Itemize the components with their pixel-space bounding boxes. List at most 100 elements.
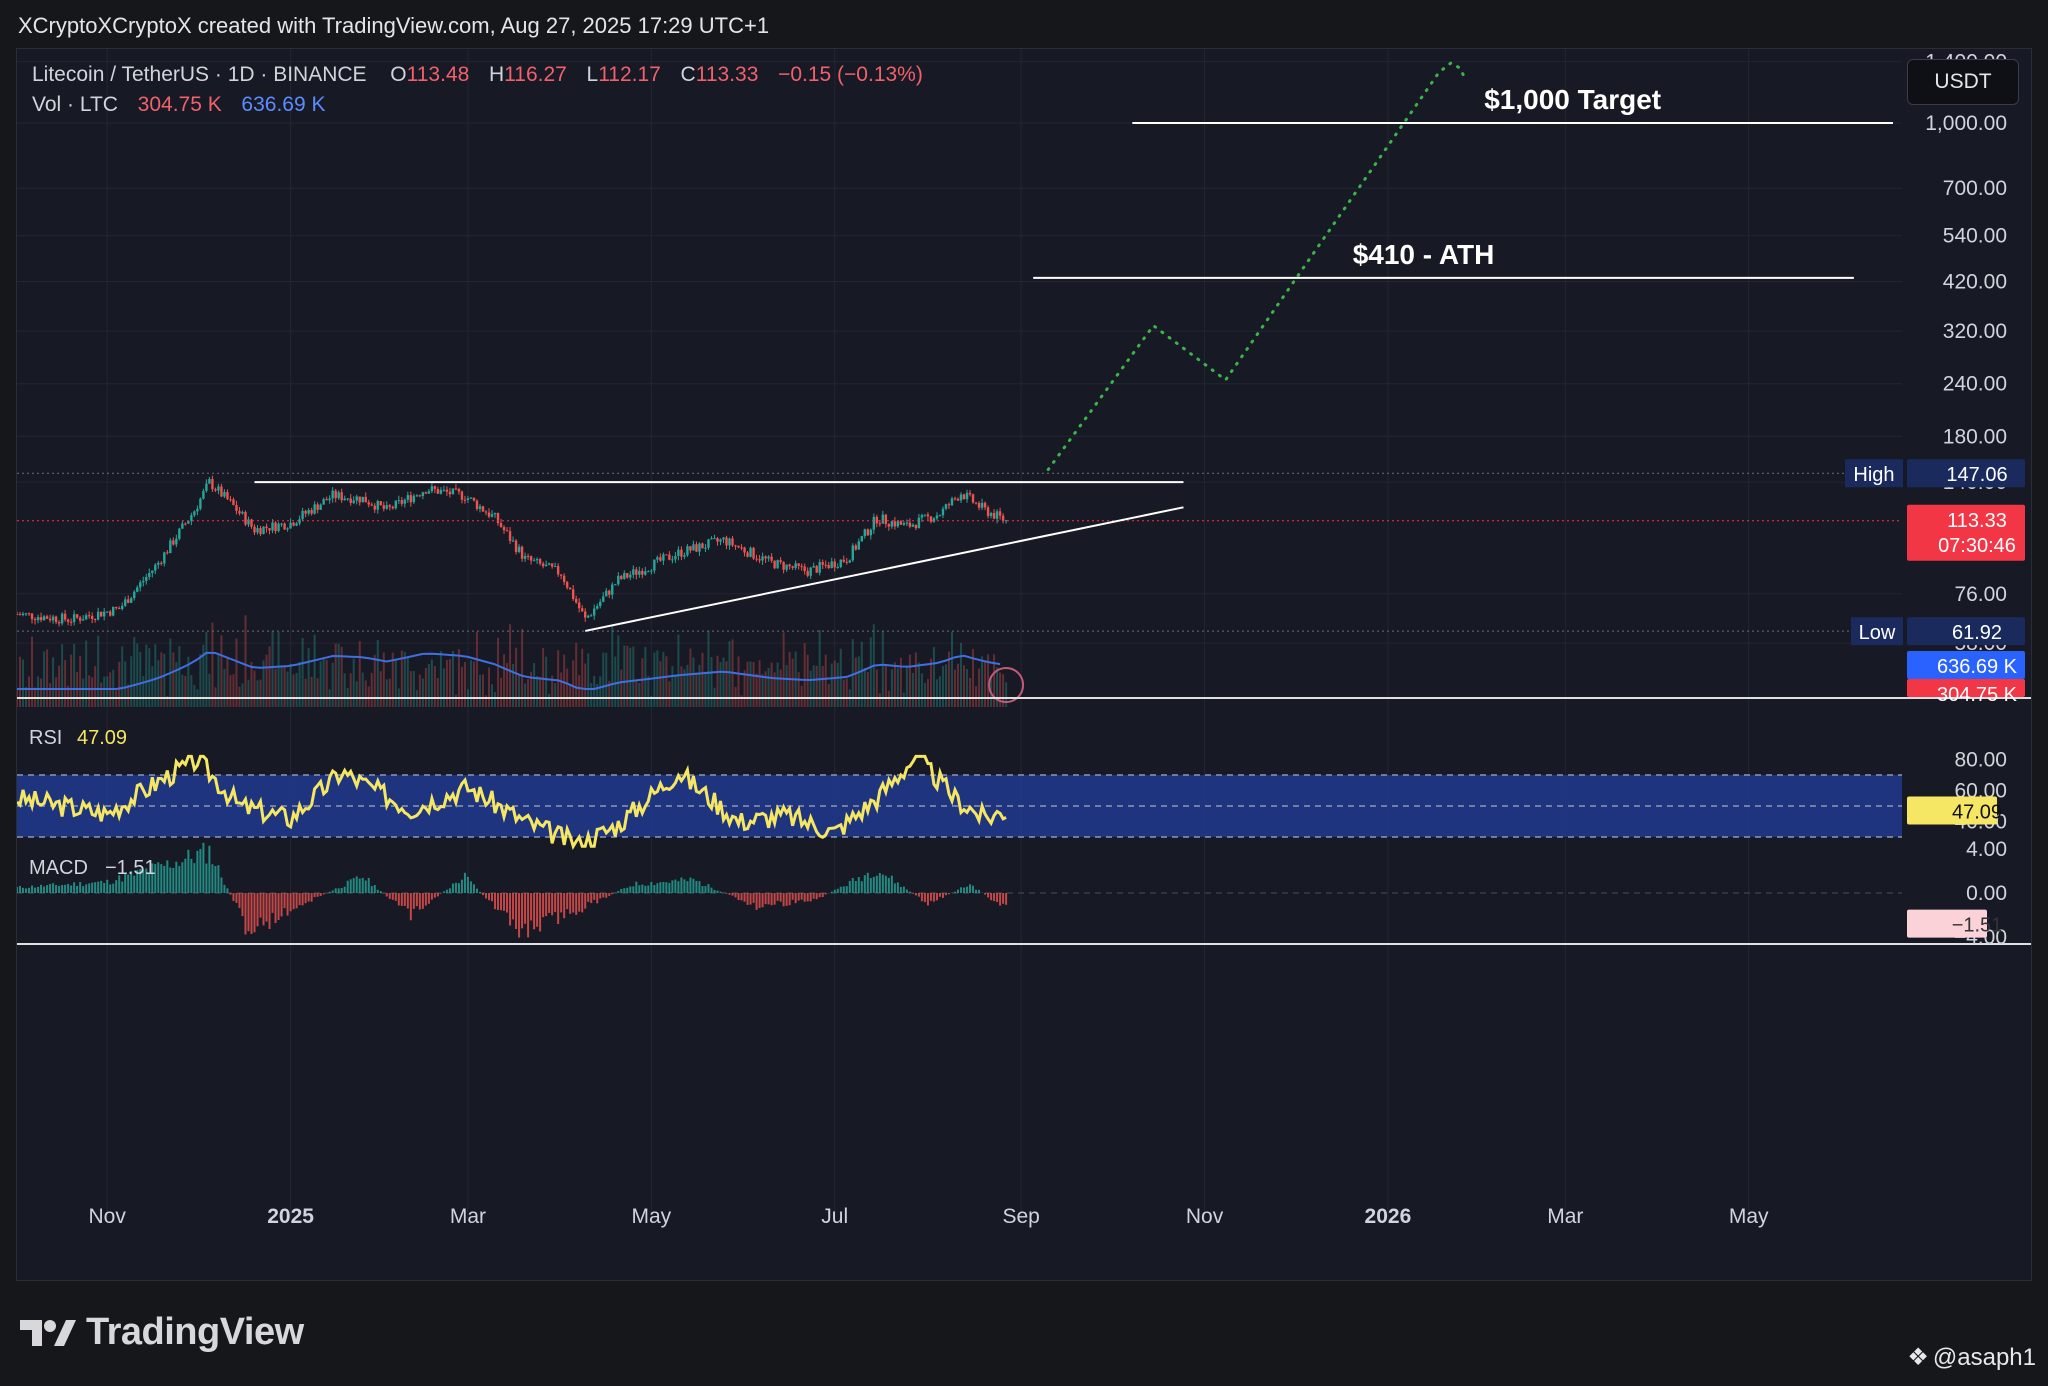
volume-bar [202, 644, 205, 707]
candle-body [142, 580, 145, 583]
chart-svg[interactable]: $1,000 Target $410 - ATH RSI 47.09 MACD −1.51… [17, 49, 2031, 1280]
volume-bar [1005, 682, 1008, 707]
volume-bar [969, 677, 972, 707]
macd-bar [851, 878, 854, 893]
macd-bar [653, 884, 656, 893]
candle-body [896, 521, 900, 527]
macd-bar [572, 893, 575, 913]
volume-bar [409, 671, 412, 707]
candle-body [99, 611, 103, 617]
volume-bar [569, 684, 572, 707]
candle-body [184, 523, 187, 525]
volume-bar [987, 654, 990, 707]
candle-body [824, 564, 827, 566]
volume-bar [497, 637, 500, 707]
candle-body [66, 619, 70, 622]
macd-bar [91, 882, 94, 893]
candle-body [571, 589, 575, 599]
candle-body [965, 492, 969, 500]
candle-body [160, 562, 163, 564]
candle-body [785, 564, 788, 570]
macd-bar [43, 886, 46, 893]
candle-body [193, 511, 196, 516]
macd-bar [40, 884, 43, 893]
macd-bar [448, 888, 451, 893]
volume-bar [190, 675, 193, 707]
candle-body [499, 523, 503, 528]
macd-bar [244, 893, 247, 935]
macd-bar [551, 893, 554, 916]
ohlc-legend: Litecoin / TetherUS · 1D · BINANCE O113.… [32, 63, 923, 87]
macd-bar [331, 890, 334, 893]
volume-bar [145, 644, 148, 707]
macd-bar [79, 882, 82, 893]
macd-bar [578, 893, 581, 912]
candle-body [217, 486, 220, 491]
candle-body [920, 515, 924, 518]
x-axis-label: May [1729, 1205, 1769, 1228]
candle-body [674, 555, 677, 560]
candle-body [740, 547, 743, 549]
candle-body [172, 540, 175, 545]
candle-body [427, 491, 431, 494]
volume-bar [478, 674, 481, 707]
x-axis-label: Nov [89, 1205, 127, 1228]
low-value-tag: 61.92 [1952, 622, 2002, 644]
volume-bar [265, 654, 268, 707]
volume-bar [551, 675, 554, 707]
candle-body [668, 554, 671, 560]
macd-bar [130, 871, 133, 893]
macd-bar [310, 893, 313, 902]
volume-bar [686, 664, 689, 707]
candle-body [490, 514, 494, 517]
macd-bar [914, 893, 917, 896]
x-axis-label: Mar [1547, 1205, 1583, 1228]
volume-bar [746, 661, 749, 707]
candle-body [911, 524, 915, 527]
macd-bar [521, 893, 524, 929]
volume-bar [313, 634, 316, 707]
volume-bar [373, 654, 376, 707]
macd-bar [217, 865, 220, 893]
macd-bar [391, 893, 394, 900]
volume-bar [896, 668, 899, 707]
tradingview-logo[interactable]: TradingView [20, 1311, 304, 1354]
macd-bar [957, 889, 959, 893]
candle-body [577, 602, 581, 609]
macd-bar [481, 893, 484, 896]
volume-bar [947, 651, 950, 707]
volume-bar [491, 684, 494, 707]
candle-body [42, 616, 46, 621]
macd-bar [899, 887, 902, 893]
candle-body [725, 537, 728, 546]
candle-body [857, 541, 860, 550]
candle-body [992, 512, 996, 519]
x-axis-label: 2025 [267, 1205, 314, 1228]
candle-body [418, 495, 422, 497]
macd-bar [506, 893, 509, 913]
candle-body [590, 615, 593, 617]
macd-bar [286, 893, 289, 916]
macd-bar [581, 893, 584, 913]
macd-bar [707, 884, 710, 893]
macd-bar [238, 893, 241, 908]
volume-bar [920, 673, 923, 707]
currency-button[interactable]: USDT [1907, 59, 2019, 105]
author-tag[interactable]: ❖ @asaph1 [1907, 1343, 2036, 1372]
volume-bar [427, 664, 430, 707]
chart-panel[interactable]: $1,000 Target $410 - ATH RSI 47.09 MACD −1.51… [16, 48, 2032, 1281]
volume-bar [280, 666, 283, 707]
volume-bar [527, 679, 530, 707]
candle-body [424, 492, 428, 494]
candle-body [93, 618, 97, 620]
candle-body [328, 498, 331, 501]
x-axis-label: Sep [1002, 1205, 1039, 1228]
volume-bar [981, 656, 984, 707]
volume-bar [418, 674, 421, 707]
macd-bar [905, 889, 908, 893]
candle-body [238, 510, 241, 514]
macd-bar [875, 875, 878, 893]
macd-value: −1.51 [105, 857, 156, 879]
volume-bar [984, 662, 987, 707]
macd-bar [656, 883, 659, 893]
